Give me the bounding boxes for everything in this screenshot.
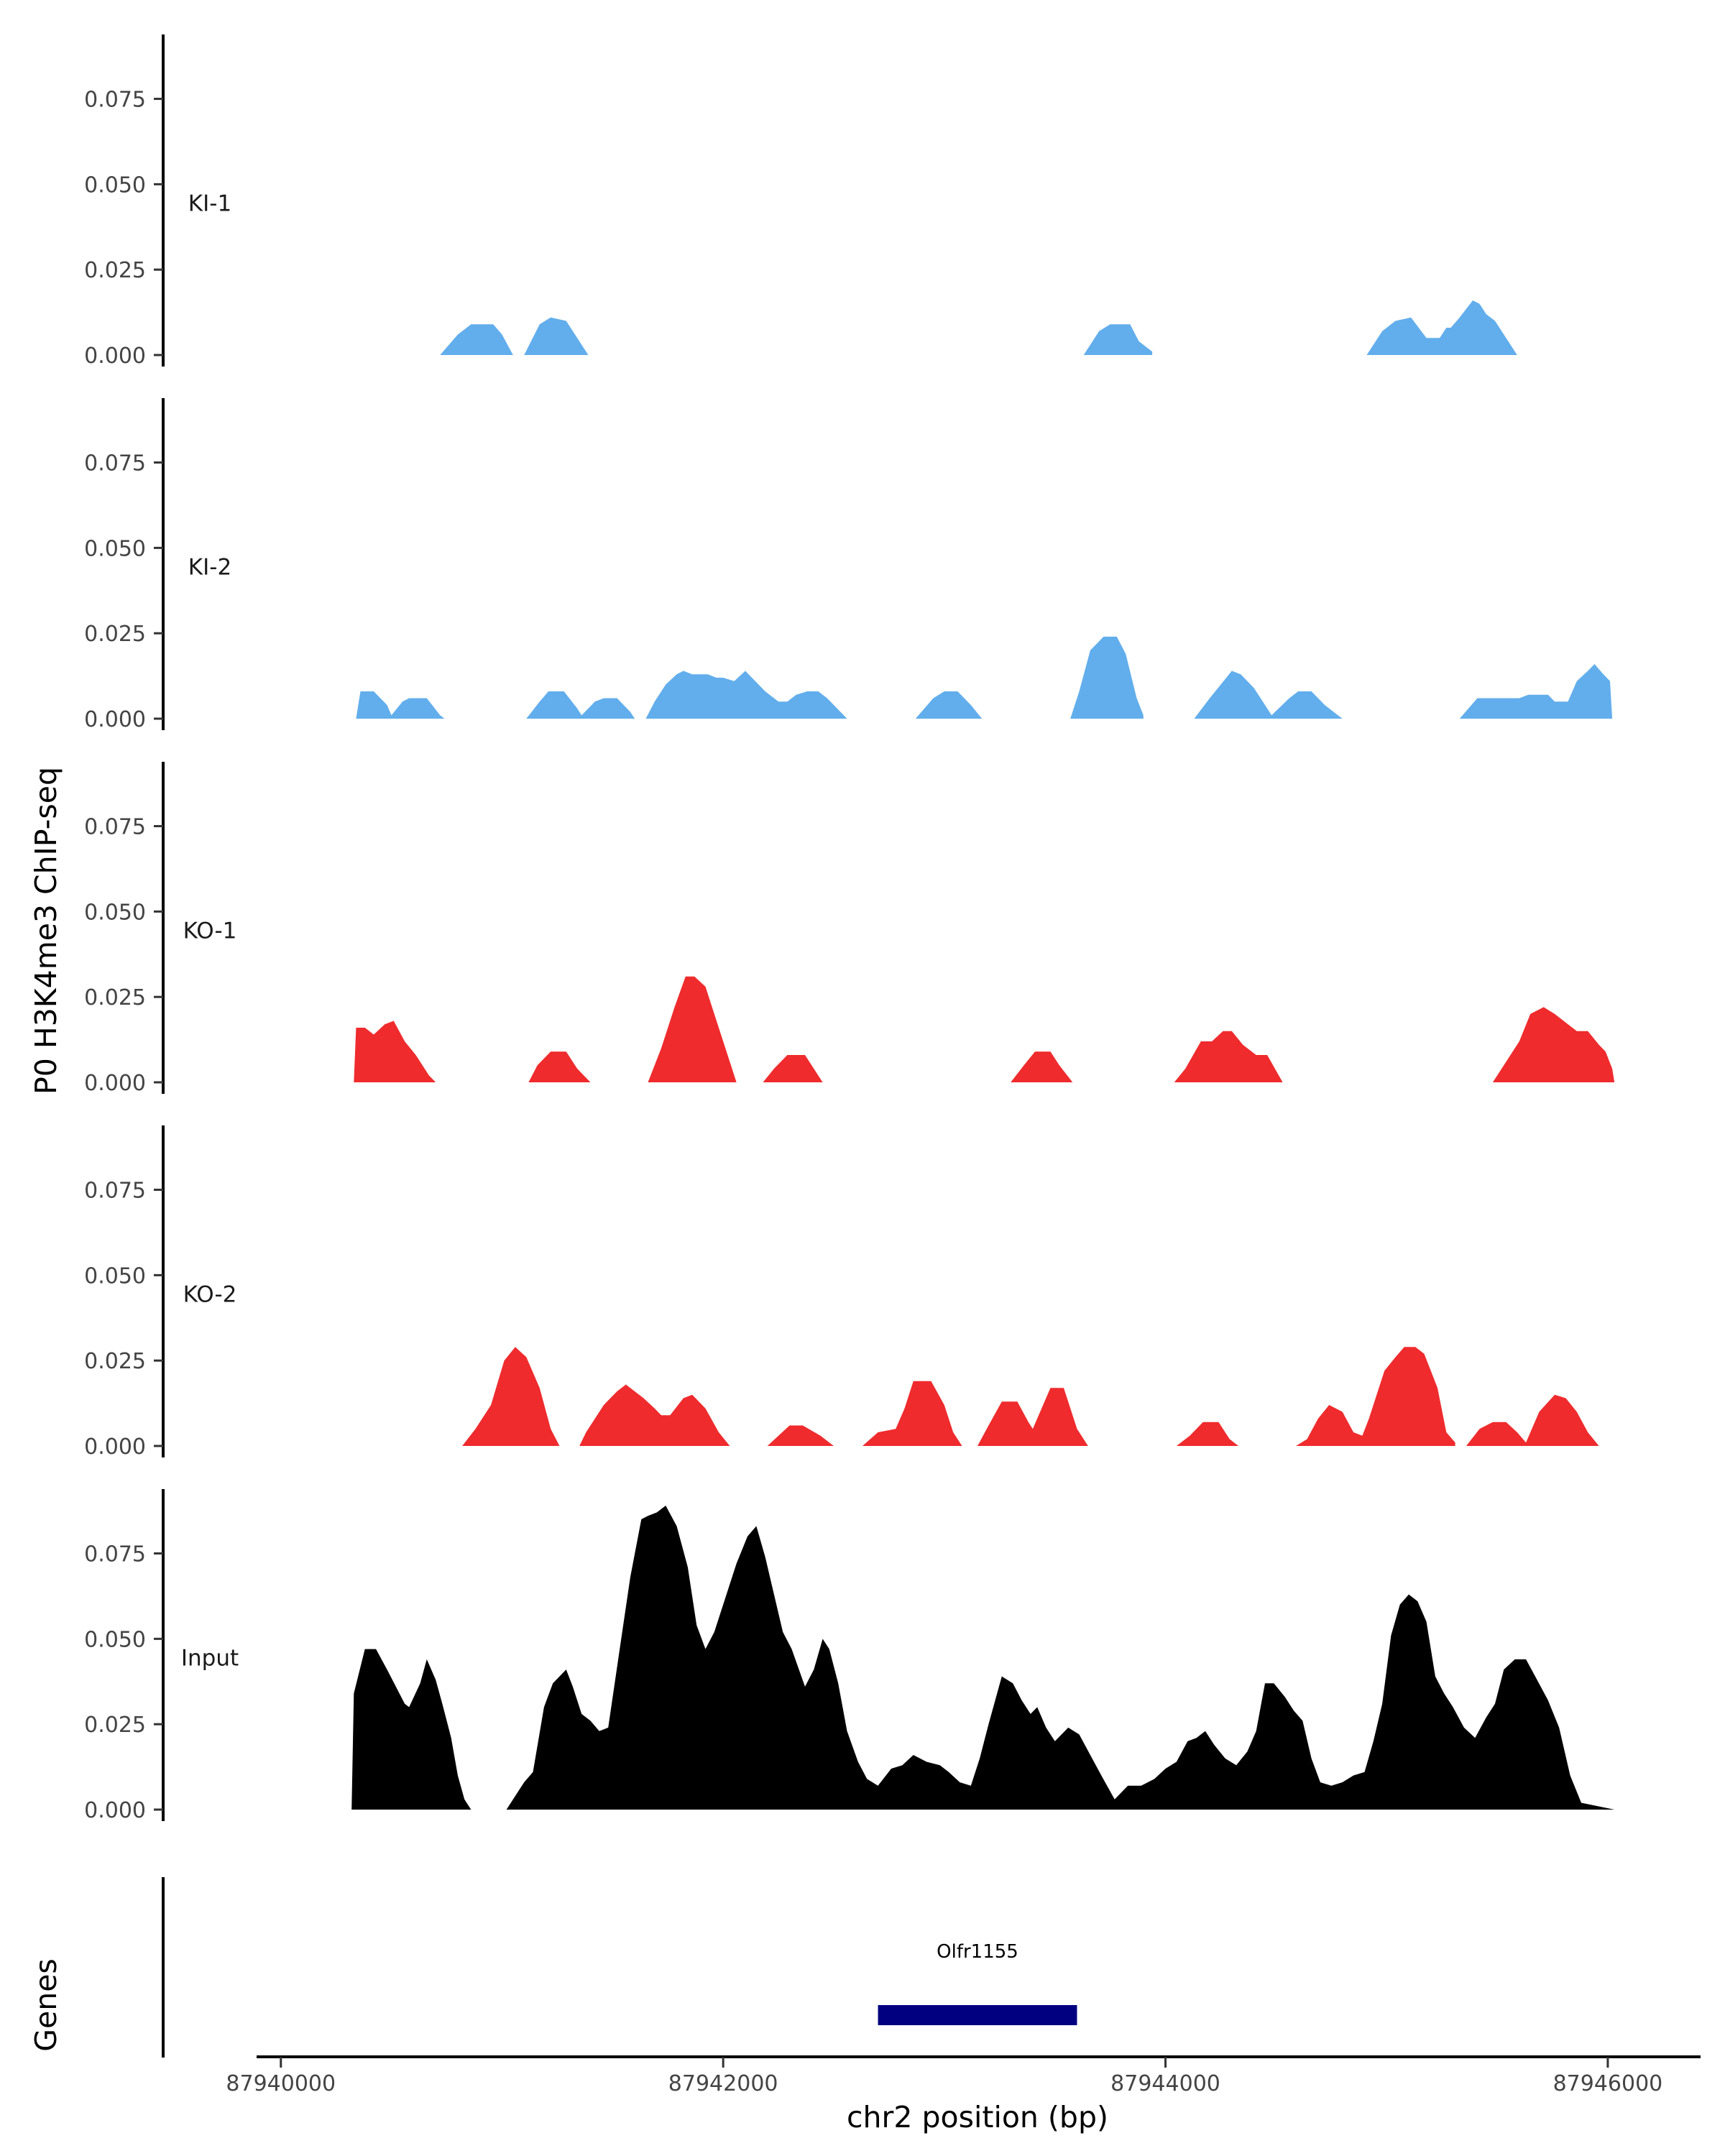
coverage-area-ki-1-4: [1366, 300, 1517, 355]
coverage-area-ki-2-3: [645, 671, 847, 719]
coverage-area-ko-2-1: [462, 1347, 560, 1446]
coverage-area-ki-2-6: [1194, 671, 1343, 719]
y-tick-label: 0.000: [84, 1798, 146, 1823]
y-tick-label: 0.000: [84, 707, 146, 732]
coverage-area-ki-1-3: [1083, 324, 1153, 355]
track-label: KO-2: [183, 1282, 237, 1308]
coverage-area-ko-1-1: [354, 1021, 436, 1082]
x-tick-label: 87946000: [1553, 2071, 1663, 2096]
y-tick-label: 0.050: [84, 1263, 146, 1289]
coverage-area-ko-2-6: [1176, 1422, 1239, 1446]
track-input: [351, 1506, 1615, 1810]
gene-olfr1155: [878, 2005, 1077, 2025]
coverage-area-ko-1-2: [528, 1051, 591, 1082]
track-label: KO-1: [183, 918, 237, 944]
coverage-area-ko-2-5: [978, 1388, 1088, 1446]
y-tick-label: 0.050: [84, 536, 146, 561]
x-tick-label: 87944000: [1110, 2071, 1220, 2096]
y-tick-label: 0.025: [84, 1349, 146, 1374]
y-tick-label: 0.025: [84, 1713, 146, 1738]
coverage-area-ko-1-7: [1492, 1007, 1615, 1082]
y-tick-label: 0.075: [84, 1542, 146, 1567]
track-ki-1: [440, 300, 1517, 355]
y-tick-label: 0.050: [84, 172, 146, 198]
y-tick-label: 0.050: [84, 900, 146, 925]
y-tick-label: 0.075: [84, 815, 146, 840]
coverage-area-input-1: [351, 1649, 472, 1810]
coverage-area-ki-1-2: [524, 317, 589, 355]
coverage-area-ko-1-6: [1174, 1031, 1283, 1082]
track-label: Input: [181, 1646, 239, 1672]
genes-layer: Olfr1155 87940000 87942000 87944000 87946000: [162, 1877, 1701, 2096]
coverage-area-ko-2-2: [579, 1384, 730, 1446]
coverage-area-ko-2-7: [1296, 1347, 1455, 1446]
coverage-area-ko-2-4: [862, 1381, 962, 1446]
y-tick-label: 0.000: [84, 1071, 146, 1096]
track-label: KI-1: [188, 191, 231, 217]
coverage-area-ko-1-3: [648, 976, 737, 1082]
y-tick-label: 0.000: [84, 344, 146, 369]
y-tick-label: 0.025: [84, 985, 146, 1010]
coverage-area-ki-2-7: [1459, 664, 1613, 719]
y-tick-label: 0.000: [84, 1434, 146, 1460]
coverage-area-ko-1-5: [1011, 1051, 1073, 1082]
x-tick-label: 87940000: [226, 2071, 336, 2096]
coverage-area-ki-2-5: [1070, 636, 1144, 719]
track-ko-1: [354, 976, 1615, 1082]
axes-layer: 0.000 0.025 0.050 0.075 KI-1 0.000 0.025 0.050 0…: [84, 34, 239, 1823]
coverage-area-ki-2-4: [915, 691, 983, 719]
y-tick-label: 0.025: [84, 258, 146, 283]
x-axis-title: chr2 position (bp): [847, 2100, 1108, 2134]
coverage-area-ki-1-1: [440, 324, 513, 355]
coverage-area-input-2: [506, 1506, 1615, 1810]
y-tick-label: 0.075: [84, 451, 146, 476]
y-tick-label: 0.075: [84, 1179, 146, 1204]
y-tick-label: 0.075: [84, 88, 146, 113]
y-axis-title: P0 H3K4me3 ChIP-seq: [29, 767, 63, 1095]
coverage-area-ki-2-2: [526, 691, 635, 719]
y-tick-label: 0.050: [84, 1627, 146, 1652]
gene-label: Olfr1155: [937, 1941, 1018, 1963]
track-label: KI-2: [188, 555, 231, 581]
track-ko-2: [462, 1347, 1599, 1446]
y-tick-label: 0.025: [84, 622, 146, 647]
x-tick-label: 87942000: [668, 2071, 778, 2096]
track-ki-2: [356, 636, 1613, 719]
genes-axis-title: Genes: [29, 1958, 63, 2052]
coverage-area-ko-1-4: [763, 1055, 823, 1082]
coverage-area-ko-2-8: [1466, 1394, 1599, 1446]
coverage-area-ki-2-1: [356, 691, 445, 719]
tracks-layer: [351, 300, 1615, 1810]
coverage-area-ko-2-3: [767, 1425, 834, 1446]
